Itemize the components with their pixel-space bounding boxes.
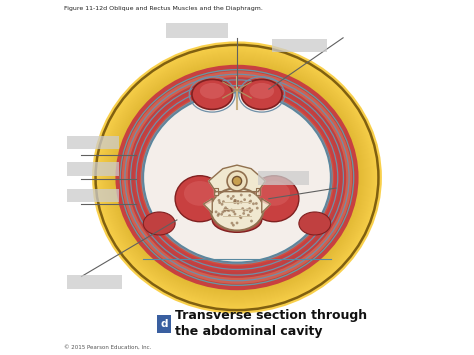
Circle shape: [230, 222, 233, 225]
Circle shape: [218, 199, 220, 202]
Ellipse shape: [192, 80, 233, 109]
Circle shape: [249, 200, 252, 202]
Circle shape: [233, 199, 236, 202]
Text: d: d: [160, 319, 168, 329]
Circle shape: [237, 200, 239, 203]
Circle shape: [220, 203, 223, 206]
Circle shape: [246, 208, 249, 211]
Ellipse shape: [299, 212, 331, 235]
FancyBboxPatch shape: [166, 23, 228, 38]
Circle shape: [248, 207, 251, 210]
FancyBboxPatch shape: [67, 189, 118, 202]
FancyBboxPatch shape: [273, 39, 327, 52]
Circle shape: [242, 212, 245, 215]
Circle shape: [250, 209, 253, 212]
Circle shape: [222, 200, 225, 203]
Circle shape: [248, 194, 251, 197]
Circle shape: [248, 201, 251, 204]
Circle shape: [255, 202, 258, 205]
Text: Figure 11-12d Oblique and Rectus Muscles and the Diaphragm.: Figure 11-12d Oblique and Rectus Muscles…: [64, 6, 263, 11]
Circle shape: [243, 209, 246, 212]
Circle shape: [215, 211, 218, 213]
Circle shape: [226, 209, 229, 212]
Polygon shape: [256, 188, 260, 195]
FancyBboxPatch shape: [67, 162, 118, 176]
Ellipse shape: [200, 83, 225, 99]
Circle shape: [228, 209, 230, 212]
Polygon shape: [209, 165, 265, 192]
Circle shape: [227, 195, 229, 198]
Ellipse shape: [241, 80, 282, 109]
Circle shape: [223, 208, 226, 211]
Ellipse shape: [249, 176, 299, 222]
Circle shape: [227, 171, 247, 191]
Ellipse shape: [258, 181, 290, 206]
Circle shape: [223, 209, 226, 212]
Circle shape: [232, 176, 242, 186]
Circle shape: [226, 208, 228, 211]
Circle shape: [234, 213, 237, 215]
Circle shape: [256, 207, 259, 209]
Circle shape: [247, 214, 250, 217]
Ellipse shape: [249, 83, 274, 99]
Circle shape: [228, 214, 231, 217]
Ellipse shape: [143, 212, 175, 235]
Text: Transverse section through
the abdominal cavity: Transverse section through the abdominal…: [175, 310, 367, 338]
Circle shape: [249, 210, 252, 213]
Circle shape: [234, 201, 237, 204]
Ellipse shape: [175, 176, 225, 222]
Circle shape: [241, 207, 244, 210]
Circle shape: [237, 202, 239, 204]
FancyBboxPatch shape: [67, 136, 118, 149]
Circle shape: [234, 199, 237, 202]
Circle shape: [219, 201, 221, 204]
Text: © 2015 Pearson Education, Inc.: © 2015 Pearson Education, Inc.: [64, 345, 151, 350]
Circle shape: [217, 212, 220, 215]
Circle shape: [230, 197, 233, 200]
Polygon shape: [262, 199, 271, 213]
Circle shape: [240, 193, 243, 196]
FancyBboxPatch shape: [67, 275, 122, 289]
FancyBboxPatch shape: [157, 315, 171, 333]
Circle shape: [232, 224, 235, 226]
Polygon shape: [214, 188, 218, 195]
FancyBboxPatch shape: [258, 171, 310, 185]
Circle shape: [217, 214, 219, 217]
Circle shape: [250, 220, 253, 223]
Circle shape: [230, 209, 233, 212]
Circle shape: [232, 210, 235, 213]
Circle shape: [233, 201, 236, 204]
Circle shape: [224, 206, 227, 209]
Circle shape: [252, 202, 255, 205]
Ellipse shape: [96, 45, 378, 310]
Circle shape: [236, 222, 238, 224]
Circle shape: [221, 211, 224, 213]
Ellipse shape: [212, 208, 262, 232]
Circle shape: [220, 213, 223, 216]
Circle shape: [232, 195, 235, 198]
Circle shape: [243, 198, 246, 201]
Ellipse shape: [184, 181, 216, 206]
Circle shape: [240, 201, 243, 203]
Ellipse shape: [210, 188, 264, 230]
Circle shape: [239, 216, 242, 219]
Polygon shape: [203, 199, 212, 213]
Ellipse shape: [143, 93, 331, 262]
Circle shape: [239, 215, 241, 218]
